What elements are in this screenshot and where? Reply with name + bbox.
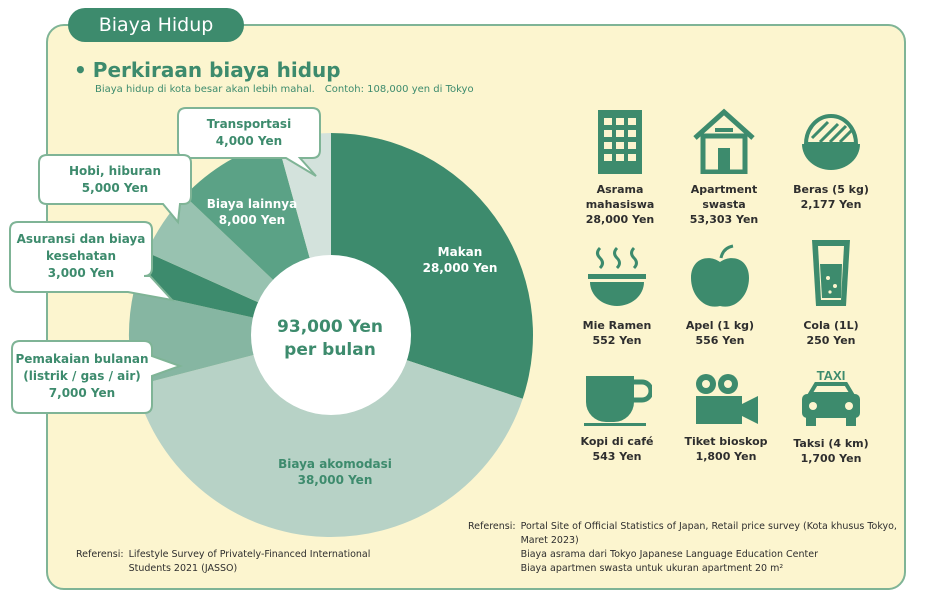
callout-transport-bubble	[177, 107, 321, 177]
rice-bowl-icon	[802, 114, 860, 170]
item-bioskop: Tiket bioskop 1,800 Yen	[666, 372, 786, 464]
soda-glass-icon	[812, 240, 850, 306]
callout-pemakaian-bubble	[11, 340, 183, 414]
item-ramen: Mie Ramen 552 Yen	[557, 244, 677, 348]
callout-asuransi-bubble	[9, 221, 175, 302]
subtitle: Biaya hidup di kota besar akan lebih mah…	[95, 84, 474, 95]
callout-transport: Transportasi 4,000 Yen	[206, 117, 292, 148]
coffee-cup-icon	[584, 376, 652, 426]
callout-hobi-bubble	[38, 154, 192, 225]
item-cola: Cola (1L) 250 Yen	[771, 238, 891, 348]
item-apel: Apel (1 kg) 556 Yen	[660, 244, 780, 348]
slice-label-makan: Makan 28,000 Yen	[422, 245, 498, 275]
taxi-badge: TAXI	[817, 368, 846, 383]
movie-camera-icon	[696, 374, 758, 424]
building-icon	[598, 110, 642, 174]
section-tab: Biaya Hidup	[68, 8, 244, 42]
item-apartment: Apartment swasta 53,303 Yen	[664, 108, 784, 227]
callout-pemakaian: Pemakaian bulanan (listrik / gas / air) 7,…	[15, 352, 149, 400]
total-label: 93,000 Yen per bulan	[277, 317, 383, 360]
callout-asuransi: Asuransi dan biaya kesehatan 3,000 Yen	[16, 232, 146, 280]
item-kopi: Kopi di café 543 Yen	[557, 372, 677, 464]
item-beras: Beras (5 kg) 2,177 Yen	[771, 108, 891, 212]
donut-hole	[251, 255, 411, 415]
item-asrama: Asrama mahasiswa 28,000 Yen	[560, 108, 680, 227]
ramen-bowl-icon	[588, 246, 646, 306]
callout-hobi: Hobi, hiburan 5,000 Yen	[68, 164, 162, 195]
taxi-icon: TAXI	[802, 368, 860, 426]
pie-slice-1	[135, 335, 523, 538]
slice-label-lainnya: Biaya lainnya 8,000 Yen	[206, 197, 298, 227]
reference-right: Referensi: Portal Site of Official Stati…	[468, 521, 897, 574]
reference-left: Referensi: Lifestyle Survey of Privately…	[76, 549, 371, 574]
page-title: • Perkiraan biaya hidup	[74, 58, 341, 82]
house-icon	[693, 108, 755, 174]
slice-label-akomodasi: Biaya akomodasi 38,000 Yen	[278, 457, 392, 487]
pie-slice-2	[129, 291, 331, 386]
item-taksi: TAXI Taksi (4 km) 1,700 Yen	[793, 368, 869, 465]
apple-icon	[691, 244, 749, 307]
